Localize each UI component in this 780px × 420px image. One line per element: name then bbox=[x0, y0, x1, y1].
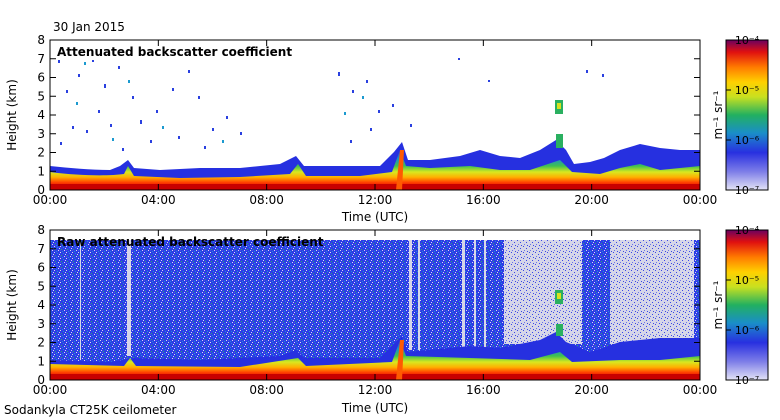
y-tick-label: 2 bbox=[37, 336, 45, 350]
elevated-layer-core-2 bbox=[557, 293, 561, 299]
y-tick-label: 8 bbox=[37, 33, 45, 47]
colorbar-tick-label: 10⁻⁶ bbox=[735, 324, 760, 337]
y-tick-label: 0 bbox=[37, 183, 45, 197]
elevated-layer-low-1 bbox=[556, 134, 563, 148]
x-tick-label: 00:00 bbox=[33, 193, 68, 207]
panel-attenuated: 00:00 04:00 08:00 12:00 16:00 20:00 00:00 0 1 2 3… bbox=[33, 33, 718, 207]
scatter-blobs-1 bbox=[58, 58, 604, 151]
colorbar-1 bbox=[725, 39, 769, 191]
x-tick-label: 08:00 bbox=[249, 193, 284, 207]
y-tick-label: 6 bbox=[37, 261, 45, 275]
x-tick-label: 04:00 bbox=[141, 193, 176, 207]
x-tick-label: 20:00 bbox=[574, 383, 609, 397]
x-tick-label: 20:00 bbox=[574, 193, 609, 207]
footer-label: Sodankyla CT25K ceilometer bbox=[4, 403, 176, 417]
colorbar-tick-label: 10⁻⁴ bbox=[735, 34, 760, 47]
y-tick-label: 4 bbox=[37, 108, 45, 122]
backscatter-inner-layer-1 bbox=[50, 150, 700, 190]
colorbar-tick-label: 10⁻⁶ bbox=[735, 134, 760, 147]
x-tick-label: 04:00 bbox=[141, 383, 176, 397]
panel-1-title: Attenuated backscatter coefficient bbox=[57, 45, 292, 59]
y-tick-label: 5 bbox=[37, 89, 45, 103]
colorbar-tick-label: 10⁻⁵ bbox=[735, 274, 759, 287]
x-tick-label: 12:00 bbox=[358, 193, 393, 207]
colorbar-2-label: m⁻¹ sr⁻¹ bbox=[711, 280, 725, 329]
colorbar-tick-label: 10⁻⁴ bbox=[735, 224, 760, 237]
y-ticks-2: 0 1 2 3 4 5 6 7 8 bbox=[37, 223, 700, 387]
date-label: 30 Jan 2015 bbox=[53, 20, 125, 34]
precip-streak-1 bbox=[396, 150, 404, 190]
y-tick-label: 4 bbox=[37, 298, 45, 312]
precip-streak-2 bbox=[396, 340, 404, 380]
elevated-layer-core-1 bbox=[557, 103, 561, 109]
colorbar-tick-label: 10⁻⁵ bbox=[735, 84, 759, 97]
y-tick-label: 0 bbox=[37, 373, 45, 387]
noise-gaps-2 bbox=[80, 240, 486, 360]
colorbar-ticks: 10⁻⁴ 10⁻⁵ 10⁻⁶ 10⁻⁷ 10⁻⁴ 10⁻⁵ 10⁻⁶ 10⁻⁷ bbox=[726, 34, 760, 387]
colorbar-2 bbox=[725, 229, 769, 381]
x-tick-label: 16:00 bbox=[466, 383, 501, 397]
y-ticks-1: 0 1 2 3 4 5 6 7 8 bbox=[37, 33, 700, 197]
panel-2-title: Raw attenuated backscatter coefficient bbox=[57, 235, 324, 249]
panel-raw: 00:00 04:00 08:00 12:00 16:00 20:00 00:00 0 1 2 3… bbox=[33, 223, 718, 397]
y-axis-label-2: Height (km) bbox=[5, 269, 19, 340]
x-tick-label: 00:00 bbox=[33, 383, 68, 397]
x-ticks-2: 00:00 04:00 08:00 12:00 16:00 20:00 00:00 bbox=[33, 230, 718, 397]
y-tick-label: 7 bbox=[37, 52, 45, 66]
colorbar-tick-label: 10⁻⁷ bbox=[735, 374, 759, 387]
backscatter-inner-layer-2 bbox=[50, 340, 700, 380]
colorbar-1-label: m⁻¹ sr⁻¹ bbox=[711, 90, 725, 139]
y-tick-label: 2 bbox=[37, 146, 45, 160]
elevated-layer-low-2 bbox=[556, 324, 563, 336]
x-tick-label: 12:00 bbox=[358, 383, 393, 397]
y-tick-label: 3 bbox=[37, 127, 45, 141]
colorbar-tick-label: 10⁻⁷ bbox=[735, 184, 759, 197]
scatter-blobs-teal-1 bbox=[76, 62, 364, 143]
y-axis-label-1: Height (km) bbox=[5, 79, 19, 150]
y-tick-label: 7 bbox=[37, 242, 45, 256]
y-tick-label: 1 bbox=[37, 354, 45, 368]
y-tick-label: 3 bbox=[37, 317, 45, 331]
y-tick-label: 1 bbox=[37, 164, 45, 178]
low-noise-period-a bbox=[504, 240, 582, 344]
x-tick-label: 00:00 bbox=[683, 383, 718, 397]
y-tick-label: 6 bbox=[37, 71, 45, 85]
x-ticks-1: 00:00 04:00 08:00 12:00 16:00 20:00 00:00 bbox=[33, 40, 718, 207]
low-noise-period-b bbox=[610, 240, 694, 344]
x-axis-label-2: Time (UTC) bbox=[341, 401, 408, 415]
x-tick-label: 08:00 bbox=[249, 383, 284, 397]
y-tick-label: 8 bbox=[37, 223, 45, 237]
noise-field-2 bbox=[50, 240, 700, 370]
x-axis-label-1: Time (UTC) bbox=[341, 210, 408, 224]
x-tick-label: 16:00 bbox=[466, 193, 501, 207]
y-tick-label: 5 bbox=[37, 279, 45, 293]
x-tick-label: 00:00 bbox=[683, 193, 718, 207]
